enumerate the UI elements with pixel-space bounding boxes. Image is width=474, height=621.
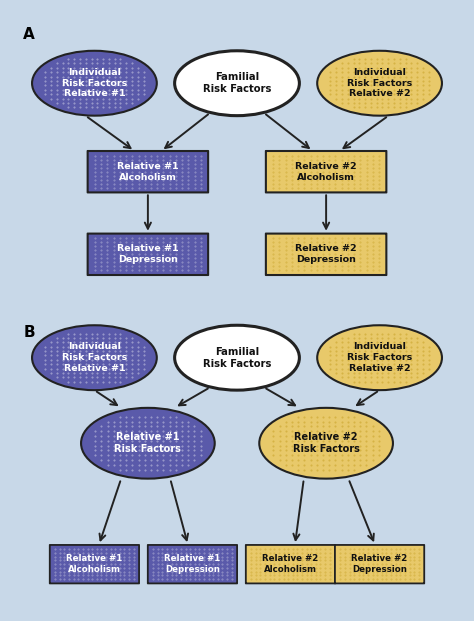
Text: Individual
Risk Factors
Relative #1: Individual Risk Factors Relative #1 [62, 342, 127, 373]
Text: A: A [23, 27, 35, 42]
FancyBboxPatch shape [88, 151, 208, 193]
Text: B: B [23, 325, 35, 340]
Text: Individual
Risk Factors
Relative #1: Individual Risk Factors Relative #1 [62, 68, 127, 99]
Text: Individual
Risk Factors
Relative #2: Individual Risk Factors Relative #2 [347, 342, 412, 373]
Text: Relative #1
Depression: Relative #1 Depression [164, 555, 220, 574]
Ellipse shape [259, 408, 393, 479]
FancyBboxPatch shape [148, 545, 237, 583]
Text: Relative #1
Alcoholism: Relative #1 Alcoholism [117, 162, 179, 181]
Ellipse shape [317, 51, 442, 116]
Text: Relative #2
Alcoholism: Relative #2 Alcoholism [262, 555, 319, 574]
Text: Individual
Risk Factors
Relative #2: Individual Risk Factors Relative #2 [347, 68, 412, 99]
FancyBboxPatch shape [335, 545, 424, 583]
FancyBboxPatch shape [50, 545, 139, 583]
FancyBboxPatch shape [246, 545, 335, 583]
FancyBboxPatch shape [88, 233, 208, 275]
Text: Relative #2
Alcoholism: Relative #2 Alcoholism [295, 162, 357, 181]
Ellipse shape [317, 325, 442, 390]
FancyBboxPatch shape [266, 151, 386, 193]
Ellipse shape [174, 51, 300, 116]
Text: Relative #1
Depression: Relative #1 Depression [117, 245, 179, 264]
Text: Relative #1
Risk Factors: Relative #1 Risk Factors [114, 432, 182, 454]
Ellipse shape [32, 51, 157, 116]
Ellipse shape [32, 325, 157, 390]
Text: Familial
Risk Factors: Familial Risk Factors [203, 347, 271, 369]
Text: Familial
Risk Factors: Familial Risk Factors [203, 72, 271, 94]
Text: Relative #2
Depression: Relative #2 Depression [295, 245, 357, 264]
Ellipse shape [174, 325, 300, 390]
Ellipse shape [81, 408, 215, 479]
FancyBboxPatch shape [266, 233, 386, 275]
Text: Relative #2
Risk Factors: Relative #2 Risk Factors [292, 432, 360, 454]
Text: Relative #2
Depression: Relative #2 Depression [351, 555, 408, 574]
Text: Relative #1
Alcoholism: Relative #1 Alcoholism [66, 555, 123, 574]
